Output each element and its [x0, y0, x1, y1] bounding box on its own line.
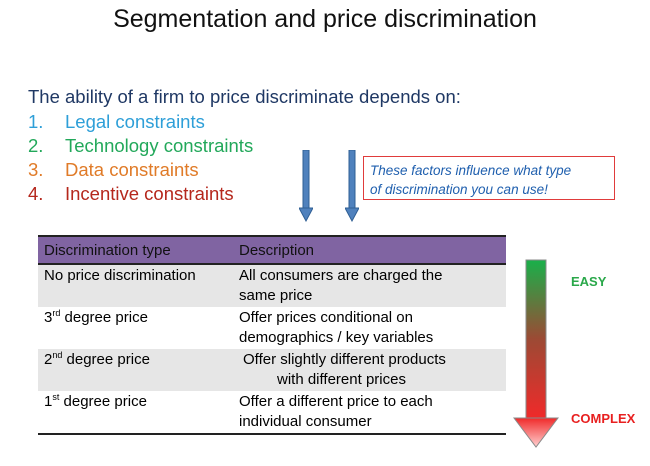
ordinal-number: 2	[44, 351, 53, 368]
table-row: 1st degree price Offer a different price…	[38, 391, 506, 435]
intro-text: The ability of a firm to price discrimin…	[28, 86, 461, 107]
description-cell: Offer slightly different products with di…	[233, 349, 506, 391]
description-line: Offer slightly different products	[243, 351, 446, 368]
type-cell: No price discrimination	[38, 264, 233, 307]
description-line: Offer a different price to each	[239, 393, 433, 410]
callout-line: of discrimination you can use!	[370, 182, 548, 197]
constraint-number: 1.	[28, 111, 44, 132]
table-header-row: Discrimination type Description	[38, 235, 506, 265]
type-label: degree price	[60, 309, 148, 326]
callout-line: These factors influence what type	[370, 163, 572, 178]
ordinal-suffix: rd	[52, 308, 61, 318]
description-cell: Offer prices conditional on demographics …	[233, 307, 506, 349]
constraint-number: 4.	[28, 183, 44, 204]
easy-label: EASY	[571, 274, 607, 289]
description-cell: All consumers are charged the same price	[233, 264, 506, 307]
table-row: 3rd degree price Offer prices conditiona…	[38, 307, 506, 349]
description-line: Offer prices conditional on	[239, 309, 413, 326]
down-arrow-icon	[345, 150, 359, 222]
constraint-item-technology: 2. Technology constraints	[28, 134, 253, 158]
type-cell: 3rd degree price	[38, 307, 233, 349]
difficulty-gradient-arrow-icon	[512, 259, 560, 448]
ordinal-number: 3	[44, 309, 53, 326]
description-line: All consumers are charged the	[239, 267, 443, 284]
ordinal-number: 1	[44, 393, 53, 410]
description-line: same price	[239, 287, 313, 304]
constraint-number: 2.	[28, 135, 44, 156]
constraint-item-incentive: 4. Incentive constraints	[28, 182, 253, 206]
description-line: individual consumer	[239, 413, 372, 430]
discrimination-table: Discrimination type Description No price…	[38, 235, 506, 435]
slide-title: Segmentation and price discrimination	[113, 5, 537, 33]
type-cell: 1st degree price	[38, 391, 233, 435]
table-row: 2nd degree price Offer slightly differen…	[38, 349, 506, 391]
type-label: No price discrimination	[44, 267, 196, 284]
type-label: degree price	[59, 393, 147, 410]
description-cell: Offer a different price to each individua…	[233, 391, 506, 435]
constraint-label: Legal constraints	[65, 111, 205, 132]
constraint-label: Technology constraints	[65, 135, 254, 156]
callout-box: These factors influence what type of dis…	[363, 156, 615, 200]
type-label: degree price	[62, 351, 150, 368]
table-row: No price discrimination All consumers ar…	[38, 264, 506, 307]
description-line: demographics / key variables	[239, 329, 434, 346]
description-line: with different prices	[277, 371, 406, 388]
constraint-item-legal: 1. Legal constraints	[28, 110, 253, 134]
column-header-description: Description	[233, 235, 506, 265]
constraint-label: Incentive constraints	[65, 183, 234, 204]
down-arrow-icon	[299, 150, 313, 222]
column-header-type: Discrimination type	[38, 235, 233, 265]
constraint-label: Data constraints	[65, 159, 199, 180]
constraints-list: 1. Legal constraints 2. Technology constra…	[28, 110, 253, 206]
constraint-number: 3.	[28, 159, 44, 180]
complex-label: COMPLEX	[571, 411, 636, 426]
ordinal-suffix: nd	[52, 350, 63, 360]
ordinal-suffix: st	[52, 392, 60, 402]
constraint-item-data: 3. Data constraints	[28, 158, 253, 182]
type-cell: 2nd degree price	[38, 349, 233, 391]
